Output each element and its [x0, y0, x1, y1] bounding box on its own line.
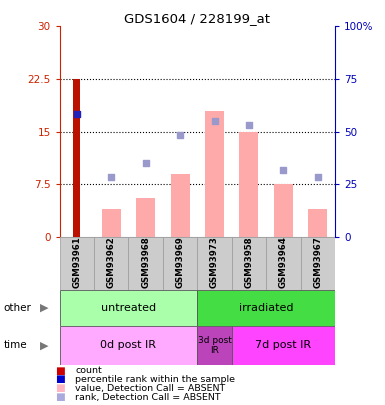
Bar — [308, 209, 327, 237]
Point — [315, 174, 321, 181]
Text: GSM93958: GSM93958 — [244, 237, 253, 288]
Text: percentile rank within the sample: percentile rank within the sample — [75, 375, 235, 384]
Bar — [239, 132, 258, 237]
Bar — [60, 326, 197, 364]
Text: ■: ■ — [55, 366, 65, 375]
Bar — [205, 111, 224, 237]
Bar — [74, 79, 80, 237]
Text: time: time — [4, 340, 27, 350]
Point — [211, 118, 218, 124]
Point — [74, 111, 80, 117]
Text: ■: ■ — [55, 384, 65, 393]
Point — [108, 174, 114, 181]
Text: ▶: ▶ — [40, 303, 49, 313]
Bar — [266, 237, 301, 290]
Bar — [197, 237, 232, 290]
Bar — [94, 237, 129, 290]
Text: untreated: untreated — [101, 303, 156, 313]
Text: GSM93969: GSM93969 — [176, 237, 185, 288]
Bar — [197, 326, 232, 364]
Text: ■: ■ — [55, 392, 65, 402]
Point — [142, 160, 149, 166]
Bar — [129, 237, 163, 290]
Bar — [102, 209, 121, 237]
Text: value, Detection Call = ABSENT: value, Detection Call = ABSENT — [75, 384, 225, 393]
Bar — [171, 174, 189, 237]
Bar — [163, 237, 197, 290]
Text: GSM93964: GSM93964 — [279, 236, 288, 288]
Point — [280, 167, 286, 173]
Title: GDS1604 / 228199_at: GDS1604 / 228199_at — [124, 12, 270, 25]
Bar — [197, 290, 335, 326]
Point — [246, 122, 252, 128]
Bar — [60, 290, 197, 326]
Text: GSM93967: GSM93967 — [313, 236, 322, 288]
Text: other: other — [4, 303, 32, 313]
Bar — [301, 237, 335, 290]
Text: irradiated: irradiated — [239, 303, 293, 313]
Bar — [60, 237, 94, 290]
Text: 7d post IR: 7d post IR — [255, 340, 311, 350]
Bar — [274, 184, 293, 237]
Text: 3d post
IR: 3d post IR — [198, 336, 231, 355]
Text: GSM93962: GSM93962 — [107, 237, 116, 288]
Point — [177, 132, 183, 139]
Bar — [136, 198, 155, 237]
Text: rank, Detection Call = ABSENT: rank, Detection Call = ABSENT — [75, 393, 221, 402]
Text: GSM93973: GSM93973 — [210, 236, 219, 288]
Text: count: count — [75, 366, 102, 375]
Text: ▶: ▶ — [40, 340, 49, 350]
Text: GSM93961: GSM93961 — [72, 237, 81, 288]
Text: 0d post IR: 0d post IR — [100, 340, 156, 350]
Bar — [232, 326, 335, 364]
Text: ■: ■ — [55, 375, 65, 384]
Text: GSM93968: GSM93968 — [141, 237, 150, 288]
Bar — [232, 237, 266, 290]
